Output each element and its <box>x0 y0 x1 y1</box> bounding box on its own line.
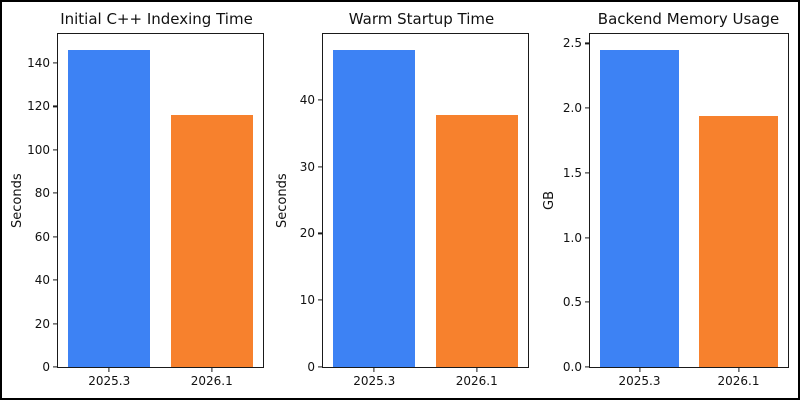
y-tick-label: 20 <box>299 226 315 241</box>
y-tick-mark <box>585 172 589 174</box>
y-tick-label: 120 <box>27 99 50 114</box>
y-tick-label: 2.0 <box>562 101 582 116</box>
x-tick-mark <box>737 368 740 372</box>
x-tick-mark <box>108 368 110 372</box>
y-tick-label: 80 <box>34 186 50 201</box>
y-tick-mark <box>318 166 322 168</box>
y-tick-mark <box>53 192 57 194</box>
y-tick-label: 40 <box>299 92 315 107</box>
x-tick-mark <box>638 368 641 372</box>
x-tick-label-2025.3: 2025.3 <box>353 374 396 388</box>
y-tick-label: 60 <box>34 229 50 244</box>
chart-title-indexing-time: Initial C++ Indexing Time <box>60 10 253 28</box>
x-tick-label-2026.1: 2026.1 <box>717 374 760 388</box>
bar-2026.1 <box>170 115 253 367</box>
y-tick-mark <box>585 301 589 303</box>
y-tick-mark <box>53 105 57 107</box>
x-tick-label-2025.3: 2025.3 <box>618 374 661 388</box>
y-tick-mark <box>53 279 57 281</box>
bar-2025.3 <box>599 49 680 367</box>
y-tick-mark <box>53 62 57 64</box>
y-axis-label-seconds: Seconds <box>10 173 25 228</box>
y-axis-label-seconds: Seconds <box>275 173 290 228</box>
plot-area-warm-startup: 0 10 20 30 40 2025.3 2026.1 <box>300 33 529 388</box>
y-tick-label: 0.0 <box>562 360 582 374</box>
bar-2025.3 <box>68 49 151 367</box>
y-tick-label: 0.5 <box>562 295 582 310</box>
y-tick-label: 100 <box>27 142 50 157</box>
y-tick-mark <box>318 232 322 235</box>
x-tick-label-2025.3: 2025.3 <box>88 374 131 388</box>
y-tick-mark <box>53 236 57 238</box>
y-tick-mark <box>585 107 589 109</box>
y-tick-label: 140 <box>27 55 50 70</box>
bar-2026.1 <box>698 115 779 367</box>
y-tick-label: 0 <box>307 360 315 374</box>
y-tick-mark <box>53 149 57 151</box>
x-tick-label-2026.1: 2026.1 <box>455 374 498 388</box>
y-tick-label: 1.5 <box>562 165 582 180</box>
y-tick-label: 30 <box>299 159 315 174</box>
bar-2025.3 <box>333 49 416 367</box>
x-tick-mark <box>476 368 478 372</box>
y-tick-mark <box>318 366 322 368</box>
y-tick-mark <box>53 322 57 325</box>
chart-title-memory-usage: Backend Memory Usage <box>597 10 780 28</box>
x-tick-mark <box>211 368 213 372</box>
y-tick-label: 10 <box>299 293 315 308</box>
plot-area-memory-usage: 0.0 0.5 1.0 1.5 2.0 2.5 2025.3 2026.1 <box>563 33 789 388</box>
y-tick-label: 20 <box>34 316 50 331</box>
y-tick-label: 40 <box>34 273 50 288</box>
y-tick-mark <box>585 366 589 368</box>
x-tick-label-2026.1: 2026.1 <box>190 374 233 388</box>
y-tick-label: 1.0 <box>562 230 582 245</box>
chart-title-warm-startup: Warm Startup Time <box>348 10 495 28</box>
y-tick-mark <box>53 366 57 368</box>
plot-area-indexing-time: 0 20 40 60 80 100 120 140 2025.3 2026.1 <box>27 33 264 388</box>
y-tick-mark <box>585 42 589 44</box>
bar-2026.1 <box>435 115 518 367</box>
y-axis-label-gb: GB <box>542 191 557 210</box>
x-tick-mark <box>373 368 375 372</box>
y-tick-mark <box>318 299 322 301</box>
y-tick-label: 2.5 <box>562 36 582 51</box>
y-tick-label: 0 <box>42 360 50 374</box>
y-tick-mark <box>318 99 322 101</box>
y-tick-mark <box>585 236 589 239</box>
